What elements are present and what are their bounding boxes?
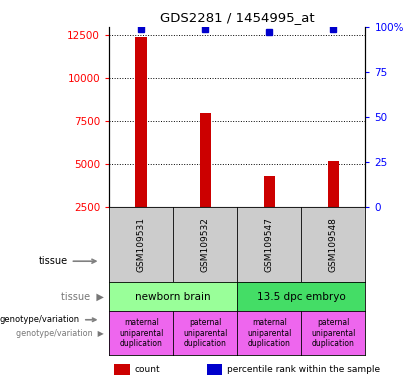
Bar [328, 161, 339, 207]
Text: newborn brain: newborn brain [135, 291, 211, 302]
Bar [200, 113, 211, 207]
Text: tissue: tissue [39, 256, 96, 266]
Text: 13.5 dpc embryo: 13.5 dpc embryo [257, 291, 346, 302]
Text: genotype/variation  ▶: genotype/variation ▶ [16, 329, 104, 338]
Bar [207, 364, 222, 376]
Text: paternal
uniparental
duplication: paternal uniparental duplication [183, 318, 228, 348]
Text: GSM109531: GSM109531 [137, 217, 146, 272]
Text: count: count [135, 365, 160, 374]
Bar [264, 176, 275, 207]
Text: GSM109548: GSM109548 [329, 217, 338, 272]
Text: GSM109532: GSM109532 [201, 217, 210, 272]
Text: genotype/variation: genotype/variation [0, 315, 96, 324]
Text: maternal
uniparental
duplication: maternal uniparental duplication [119, 318, 163, 348]
Text: percentile rank within the sample: percentile rank within the sample [227, 365, 380, 374]
Text: paternal
uniparental
duplication: paternal uniparental duplication [311, 318, 356, 348]
Title: GDS2281 / 1454995_at: GDS2281 / 1454995_at [160, 11, 315, 24]
Text: maternal
uniparental
duplication: maternal uniparental duplication [247, 318, 291, 348]
Bar [136, 37, 147, 207]
Bar [114, 364, 130, 376]
Text: tissue  ▶: tissue ▶ [61, 291, 104, 302]
Text: GSM109547: GSM109547 [265, 217, 274, 272]
